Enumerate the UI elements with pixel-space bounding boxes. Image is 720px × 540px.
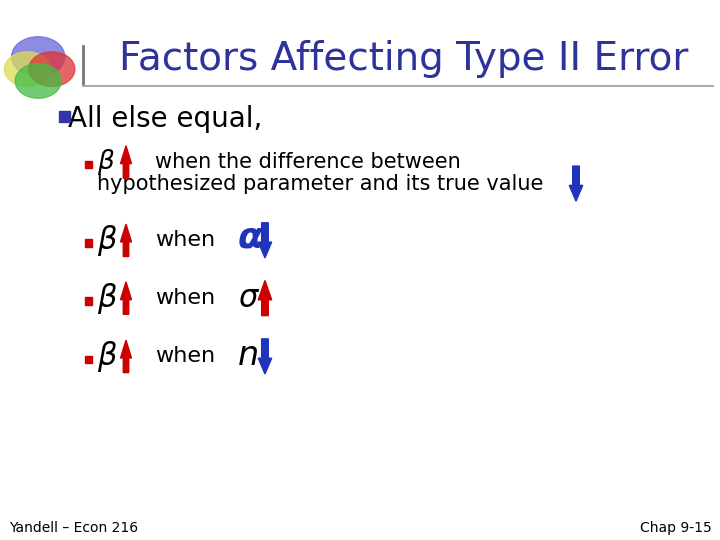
Polygon shape: [258, 281, 271, 315]
FancyBboxPatch shape: [85, 355, 92, 363]
Text: β: β: [97, 341, 117, 372]
Polygon shape: [258, 222, 271, 258]
Text: when: when: [155, 288, 215, 308]
Text: when: when: [155, 346, 215, 367]
FancyBboxPatch shape: [85, 161, 92, 168]
Text: when: when: [155, 230, 215, 251]
FancyBboxPatch shape: [59, 111, 70, 122]
Text: when the difference between: when the difference between: [155, 152, 461, 172]
Polygon shape: [258, 339, 271, 374]
Polygon shape: [120, 282, 132, 314]
Text: σ: σ: [238, 284, 257, 313]
Text: n: n: [238, 339, 258, 372]
Text: α: α: [238, 221, 263, 254]
FancyBboxPatch shape: [85, 297, 92, 305]
Circle shape: [15, 64, 61, 98]
Polygon shape: [570, 166, 582, 201]
Text: β: β: [97, 225, 117, 256]
Polygon shape: [120, 224, 132, 256]
Circle shape: [29, 52, 75, 86]
Text: All else equal,: All else equal,: [68, 105, 263, 133]
Circle shape: [4, 52, 50, 86]
Text: Factors Affecting Type II Error: Factors Affecting Type II Error: [119, 40, 688, 78]
Text: β: β: [97, 282, 117, 314]
Polygon shape: [120, 340, 132, 373]
Text: hypothesized parameter and its true value: hypothesized parameter and its true valu…: [97, 173, 544, 194]
Text: Yandell – Econ 216: Yandell – Econ 216: [9, 521, 138, 535]
Circle shape: [12, 37, 65, 77]
Text: Chap 9-15: Chap 9-15: [639, 521, 711, 535]
Text: β: β: [97, 149, 114, 175]
Polygon shape: [120, 146, 132, 178]
FancyBboxPatch shape: [85, 240, 92, 247]
